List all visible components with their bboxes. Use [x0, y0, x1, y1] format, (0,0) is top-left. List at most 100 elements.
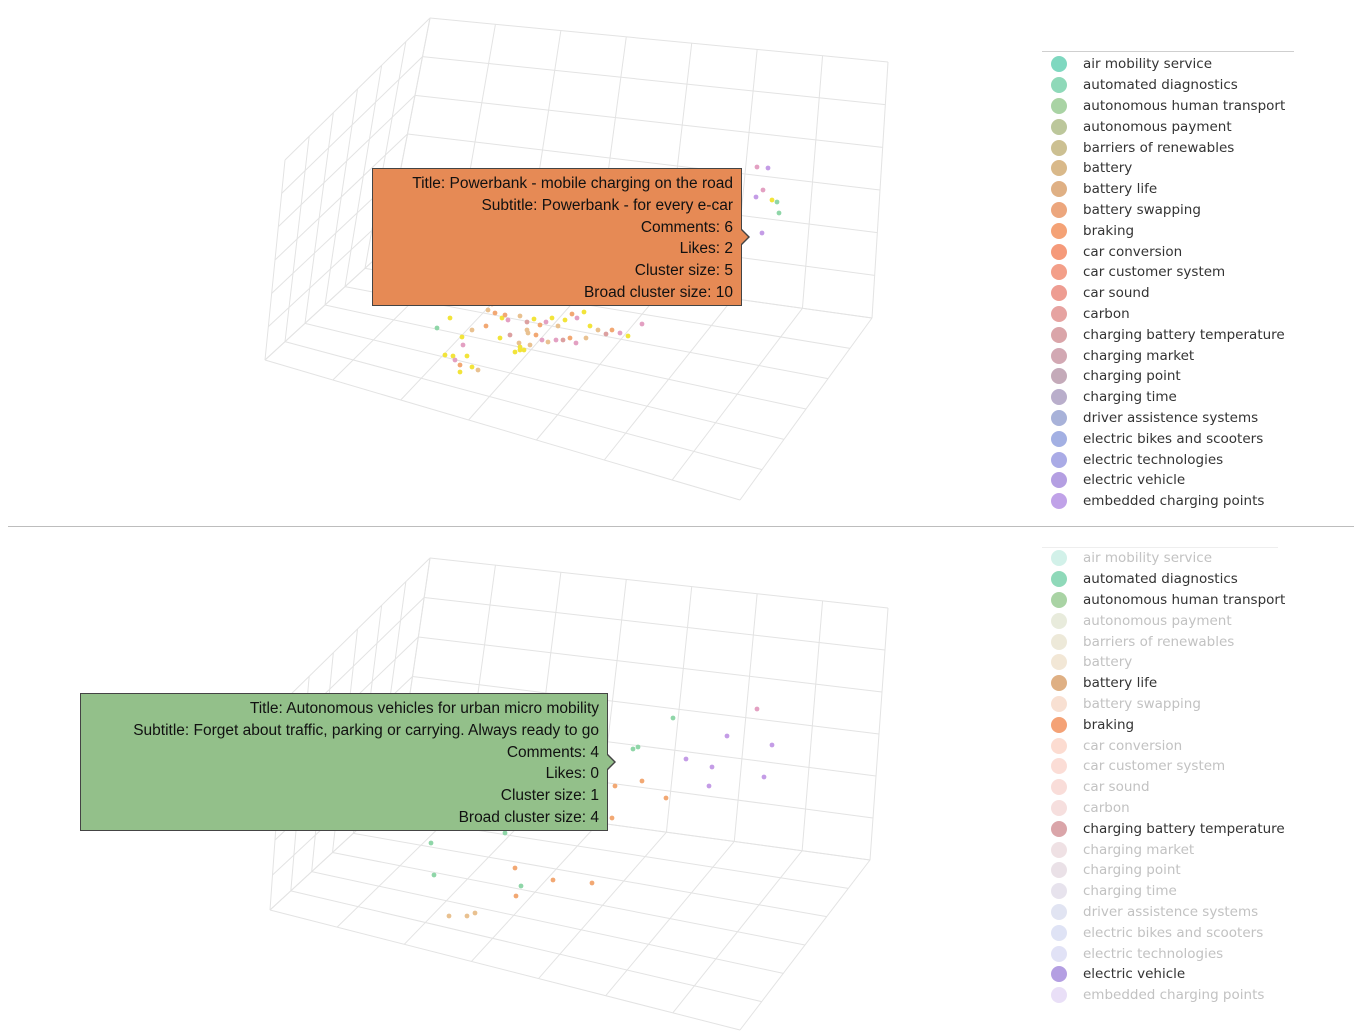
scatter-point[interactable]: [507, 332, 513, 338]
scatter-point[interactable]: [434, 325, 440, 331]
legend-item-electric-vehicle[interactable]: electric vehicle: [1042, 470, 1294, 491]
scatter-point[interactable]: [754, 164, 760, 170]
legend-item-charging-battery-temperature[interactable]: charging battery temperature: [1042, 818, 1285, 839]
scatter-point[interactable]: [639, 778, 645, 784]
legend-item-autonomous-payment[interactable]: autonomous payment: [1042, 610, 1278, 631]
scatter-point[interactable]: [759, 230, 765, 236]
scatter-point[interactable]: [472, 910, 478, 916]
scatter-point[interactable]: [550, 877, 556, 883]
legend-item-car-sound[interactable]: car sound: [1042, 777, 1278, 798]
legend-item-automated-diagnostics[interactable]: automated diagnostics: [1042, 569, 1278, 590]
scatter-point[interactable]: [709, 764, 715, 770]
scatter-point[interactable]: [502, 830, 508, 836]
legend-item-autonomous-payment[interactable]: autonomous payment: [1042, 116, 1294, 137]
legend-item-car-conversion[interactable]: car conversion: [1042, 241, 1294, 262]
scatter-point[interactable]: [475, 367, 481, 373]
legend-item-electric-technologies[interactable]: electric technologies: [1042, 943, 1278, 964]
scatter-point[interactable]: [595, 327, 601, 333]
scatter-point[interactable]: [555, 323, 561, 329]
legend-item-electric-technologies[interactable]: electric technologies: [1042, 449, 1294, 470]
legend-item-charging-point[interactable]: charging point: [1042, 366, 1294, 387]
legend-item-electric-bikes-and-scooters[interactable]: electric bikes and scooters: [1042, 922, 1278, 943]
legend-item-electric-vehicle[interactable]: electric vehicle: [1042, 964, 1278, 985]
scatter-point[interactable]: [553, 337, 559, 343]
legend-item-car-conversion[interactable]: car conversion: [1042, 735, 1278, 756]
scatter-point[interactable]: [450, 353, 456, 359]
legend-item-air-mobility-service[interactable]: air mobility service: [1042, 548, 1278, 569]
legend-item-charging-market[interactable]: charging market: [1042, 345, 1294, 366]
scatter-point[interactable]: [567, 335, 573, 341]
scatter-point[interactable]: [469, 327, 475, 333]
legend-item-charging-battery-temperature[interactable]: charging battery temperature: [1042, 324, 1294, 345]
scatter-point[interactable]: [518, 883, 524, 889]
scatter-point[interactable]: [428, 840, 434, 846]
scatter-point[interactable]: [464, 913, 470, 919]
scatter-point[interactable]: [452, 357, 458, 363]
scatter-point[interactable]: [769, 742, 775, 748]
scatter-point[interactable]: [516, 340, 522, 346]
scatter-point[interactable]: [562, 317, 568, 323]
legend-item-battery-life[interactable]: battery life: [1042, 179, 1294, 200]
scatter-point[interactable]: [583, 335, 589, 341]
scatter-point[interactable]: [497, 335, 503, 341]
scatter-point[interactable]: [639, 321, 645, 327]
scatter-point[interactable]: [724, 733, 730, 739]
scatter-point[interactable]: [483, 323, 489, 329]
scatter-point[interactable]: [630, 746, 636, 752]
scatter-point[interactable]: [512, 865, 518, 871]
legend-item-electric-bikes-and-scooters[interactable]: electric bikes and scooters: [1042, 428, 1294, 449]
legend-item-battery-swapping[interactable]: battery swapping: [1042, 200, 1294, 221]
legend-item-car-customer-system[interactable]: car customer system: [1042, 756, 1278, 777]
scatter-point[interactable]: [769, 197, 775, 203]
scatter-point[interactable]: [754, 706, 760, 712]
scatter-point[interactable]: [776, 210, 782, 216]
legend-item-battery[interactable]: battery: [1042, 652, 1278, 673]
scatter-point[interactable]: [446, 913, 452, 919]
legend-item-driver-assistence-systems[interactable]: driver assistence systems: [1042, 902, 1278, 923]
legend-item-embedded-charging-points[interactable]: embedded charging points: [1042, 985, 1278, 1006]
scatter-point[interactable]: [706, 783, 712, 789]
legend-item-battery[interactable]: battery: [1042, 158, 1294, 179]
bottom-3d-scatter-plot[interactable]: [0, 530, 1000, 1032]
scatter-point[interactable]: [537, 322, 543, 328]
scatter-point[interactable]: [531, 316, 537, 322]
scatter-point[interactable]: [517, 347, 523, 353]
legend-item-charging-time[interactable]: charging time: [1042, 881, 1278, 902]
legend-item-car-customer-system[interactable]: car customer system: [1042, 262, 1294, 283]
scatter-point[interactable]: [760, 187, 766, 193]
scatter-point[interactable]: [492, 310, 498, 316]
scatter-point[interactable]: [464, 353, 470, 359]
scatter-point[interactable]: [442, 352, 448, 358]
legend-item-air-mobility-service[interactable]: air mobility service: [1042, 54, 1294, 75]
scatter-point[interactable]: [502, 312, 508, 318]
scatter-point[interactable]: [612, 783, 618, 789]
legend-item-driver-assistence-systems[interactable]: driver assistence systems: [1042, 408, 1294, 429]
scatter-point[interactable]: [569, 311, 575, 317]
legend-item-charging-market[interactable]: charging market: [1042, 839, 1278, 860]
scatter-point[interactable]: [457, 369, 463, 375]
scatter-point[interactable]: [617, 330, 623, 336]
scatter-point[interactable]: [512, 349, 518, 355]
scatter-point[interactable]: [683, 756, 689, 762]
scatter-point[interactable]: [609, 815, 615, 821]
legend-item-braking[interactable]: braking: [1042, 714, 1278, 735]
legend-item-car-sound[interactable]: car sound: [1042, 283, 1294, 304]
scatter-point[interactable]: [517, 313, 523, 319]
scatter-point[interactable]: [457, 362, 463, 368]
legend-item-carbon[interactable]: carbon: [1042, 798, 1278, 819]
scatter-point[interactable]: [460, 342, 466, 348]
scatter-point[interactable]: [663, 795, 669, 801]
scatter-point[interactable]: [485, 307, 491, 313]
scatter-point[interactable]: [774, 199, 780, 205]
scatter-point[interactable]: [549, 315, 555, 321]
scatter-point[interactable]: [573, 340, 579, 346]
scatter-point[interactable]: [574, 315, 580, 321]
scatter-point[interactable]: [635, 744, 641, 750]
scatter-point[interactable]: [625, 333, 631, 339]
scatter-point[interactable]: [761, 774, 767, 780]
scatter-point[interactable]: [533, 332, 539, 338]
scatter-point[interactable]: [431, 872, 437, 878]
legend-item-embedded-charging-points[interactable]: embedded charging points: [1042, 491, 1294, 512]
scatter-point[interactable]: [539, 337, 545, 343]
scatter-point[interactable]: [447, 315, 453, 321]
